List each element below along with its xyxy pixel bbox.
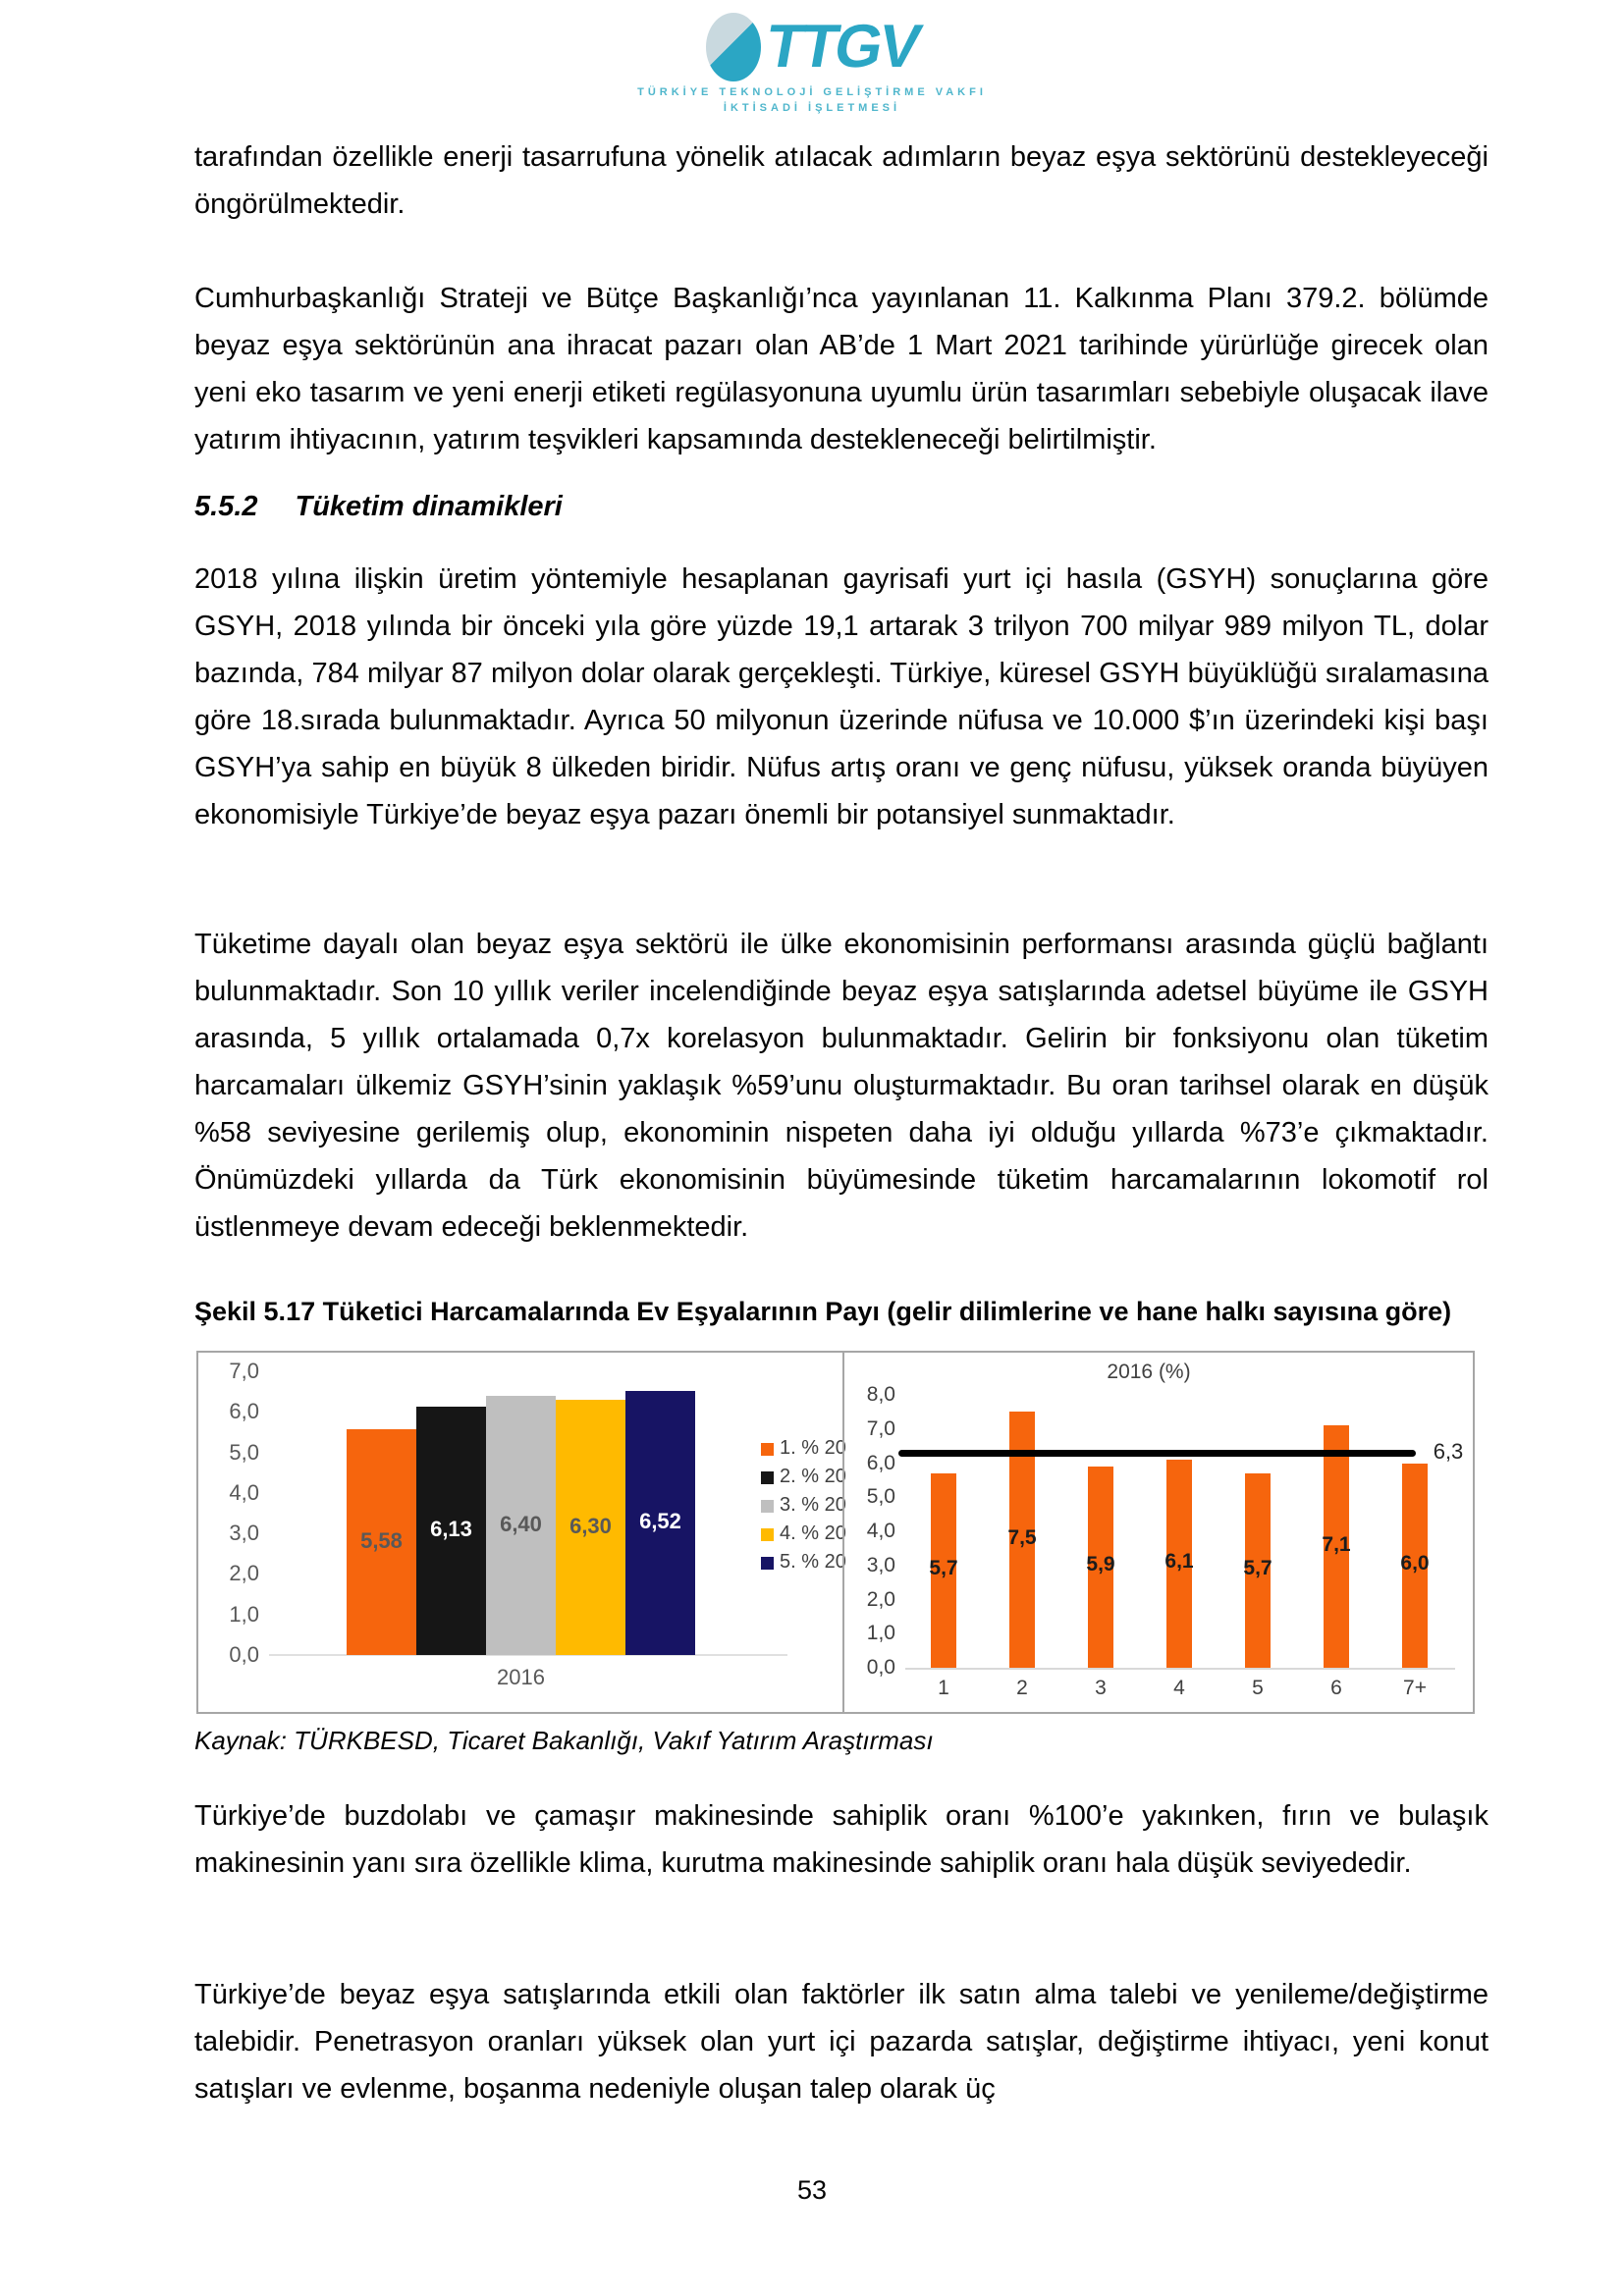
figure-source: Kaynak: TÜRKBESD, Ticaret Bakanlığı, Vak… <box>194 1726 934 1755</box>
bar-220 <box>416 1406 486 1655</box>
y-axis-tick: 0,0 <box>229 1642 259 1667</box>
y-axis-tick: 1,0 <box>229 1601 259 1627</box>
bar-value-label: 5,7 <box>1243 1556 1272 1579</box>
bar-value-label: 6,40 <box>500 1511 542 1536</box>
page-number: 53 <box>796 2175 828 2205</box>
bar-6 <box>1324 1425 1349 1668</box>
ttgv-logo: TTGV TÜRKİYE TEKNOLOJİ GELİŞTİRME VAKFI … <box>0 10 1624 116</box>
bar-4 <box>1166 1460 1192 1668</box>
paragraph-energy-savings: tarafından özellikle enerji tasarrufuna … <box>194 141 1489 220</box>
ttgv-logo-row: TTGV <box>0 10 1624 84</box>
section-title: Tüketim dinamikleri <box>295 491 563 522</box>
ttgv-logo-acronym: TTGV <box>761 13 924 80</box>
bar-120 <box>347 1428 416 1655</box>
y-axis-tick: 4,0 <box>866 1520 895 1542</box>
y-axis-tick: 2,0 <box>229 1561 259 1586</box>
y-axis-tick: 2,0 <box>866 1587 895 1611</box>
y-axis-tick: 5,0 <box>229 1439 259 1465</box>
y-axis-tick: 7,0 <box>229 1358 259 1383</box>
bar-value-label: 6,30 <box>569 1513 612 1538</box>
x-axis-category: 5 <box>1252 1677 1264 1699</box>
bar-value-label: 7,5 <box>1007 1525 1037 1549</box>
x-axis-category: 2 <box>1016 1677 1028 1699</box>
y-axis-tick: 3,0 <box>229 1521 259 1546</box>
bar-value-label: 5,58 <box>360 1527 403 1553</box>
bar-420 <box>556 1399 625 1655</box>
chart-income-quintiles: 7,0 6,0 5,0 4,0 3,0 2,0 1,0 0,0 5,58 6,13 6,40 6,30… <box>198 1353 845 1712</box>
bar-value-label: 7,1 <box>1322 1532 1351 1556</box>
y-axis-tick: 7,0 <box>866 1416 895 1440</box>
bar-5 <box>1245 1472 1271 1668</box>
bar-value-label: 6,52 <box>639 1509 681 1534</box>
section-heading: 5.5.2 Tüketim dinamikleri <box>194 483 1489 530</box>
legend-marker-icon <box>761 1443 774 1456</box>
chart-household-size: 2016 (%) 8,0 7,0 6,0 5,0 4,0 3,0 2,0 1,0 0,0 5,7 1 7… <box>844 1353 1475 1712</box>
logo-subtitle-line1: TÜRKİYE TEKNOLOJİ GELİŞTİRME VAKFI <box>637 86 987 98</box>
paragraph-faktorler: Türkiye’de beyaz eşya satışlarında etkil… <box>194 1979 1489 2105</box>
paragraph-tuketim: Tüketime dayalı olan beyaz eşya sektörü … <box>194 929 1489 1243</box>
logo-subtitle-line2: İKTİSADİ İŞLETMESİ <box>723 102 901 114</box>
chart-title: 2016 (%) <box>1107 1361 1191 1383</box>
legend-marker-icon <box>761 1528 774 1541</box>
panel-divider <box>842 1353 844 1712</box>
y-axis-tick: 0,0 <box>866 1656 895 1679</box>
x-axis-category: 7+ <box>1403 1677 1427 1699</box>
bar-320 <box>486 1395 556 1655</box>
reference-line-label: 6,3 <box>1433 1439 1464 1465</box>
legend-label: 4. % 20 <box>780 1522 846 1544</box>
x-axis-category: 4 <box>1173 1677 1185 1699</box>
x-axis-category: 6 <box>1330 1677 1342 1699</box>
bar-value-label: 5,9 <box>1086 1553 1115 1576</box>
y-axis-tick: 5,0 <box>866 1485 895 1509</box>
legend-label: 2. % 20 <box>780 1466 846 1487</box>
y-axis-tick: 6,0 <box>866 1451 895 1474</box>
y-axis-tick: 3,0 <box>866 1553 895 1576</box>
figure-5-17: 7,0 6,0 5,0 4,0 3,0 2,0 1,0 0,0 5,58 6,13 6,40 6,30… <box>196 1351 1475 1714</box>
paragraph-gsyh: 2018 yılına ilişkin üretim yöntemiyle he… <box>194 563 1489 830</box>
paragraph-sahiplik: Türkiye’de buzdolabı ve çamaşır makinesi… <box>194 1800 1489 1879</box>
bar-520 <box>625 1390 695 1655</box>
x-axis-category: 2016 <box>497 1665 545 1689</box>
legend-marker-icon <box>761 1500 774 1513</box>
legend-marker-icon <box>761 1471 774 1484</box>
section-number: 5.5.2 <box>194 491 258 522</box>
bar-3 <box>1088 1466 1113 1668</box>
y-axis-tick: 8,0 <box>866 1383 895 1406</box>
legend-marker-icon <box>761 1557 774 1570</box>
x-axis-line <box>269 1654 787 1656</box>
bar-value-label: 6,13 <box>430 1517 472 1542</box>
x-axis-line <box>905 1668 1455 1670</box>
legend-label: 3. % 20 <box>780 1494 846 1516</box>
bar-value-label: 6,0 <box>1400 1551 1430 1575</box>
legend-label: 5. % 20 <box>780 1551 846 1573</box>
legend-label: 1. % 20 <box>780 1437 846 1459</box>
bar-1 <box>931 1472 956 1668</box>
bar-value-label: 5,7 <box>929 1556 958 1579</box>
bar-value-label: 6,1 <box>1164 1550 1194 1573</box>
reference-line <box>898 1450 1416 1458</box>
y-axis-tick: 1,0 <box>866 1622 895 1645</box>
x-axis-category: 1 <box>938 1677 949 1699</box>
ttgv-logo-mark-icon <box>706 13 762 81</box>
x-axis-category: 3 <box>1095 1677 1107 1699</box>
paragraph-kalkinma-plani: Cumhurbaşkanlığı Strateji ve Bütçe Başka… <box>194 283 1489 455</box>
bar-7+ <box>1402 1463 1428 1668</box>
y-axis-tick: 4,0 <box>229 1479 259 1505</box>
y-axis-tick: 6,0 <box>229 1399 259 1424</box>
figure-caption: Şekil 5.17 Tüketici Harcamalarında Ev Eş… <box>194 1297 1452 1326</box>
